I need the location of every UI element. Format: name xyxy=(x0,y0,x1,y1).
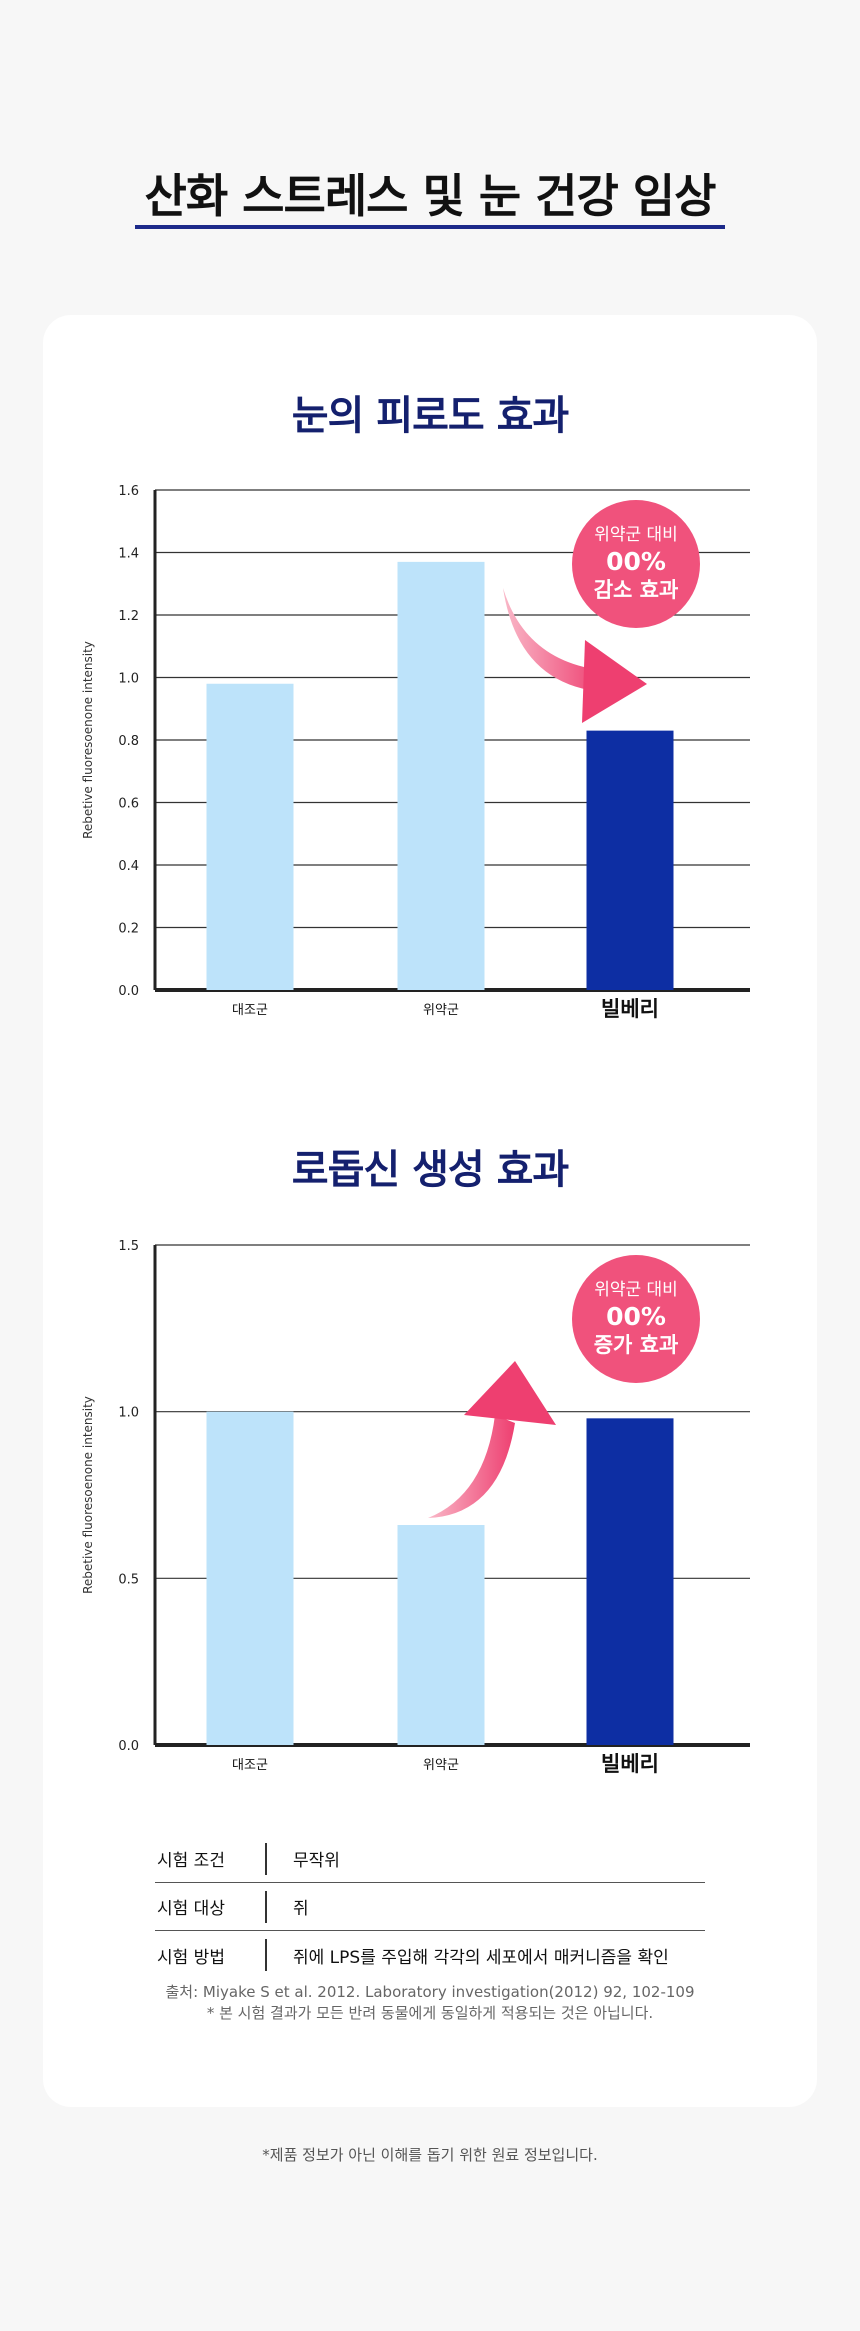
callout-line1: 위약군 대비 xyxy=(594,1280,678,1300)
y-tick-label: 0.5 xyxy=(118,1572,139,1587)
y-tick-label: 0.2 xyxy=(118,922,139,937)
bar-product xyxy=(586,1418,674,1745)
chart-eye-fatigue: 0.0 0.2 0.4 0.6 0.8 1.0 1.2 1.4 1.6 Rebetive fluo… xyxy=(81,484,750,1021)
table-row: 시험 방법 쥐에 LPS를 주입해 각각의 세포에서 매커니즘을 확인 xyxy=(155,1931,705,1979)
chart-rhodopsin: 0.0 0.5 1.0 1.5 Rebetive fluoresoenone inten… xyxy=(81,1239,750,1776)
table-divider xyxy=(265,1891,267,1923)
bar-placebo xyxy=(397,1525,485,1745)
x-category-label: 위약군 xyxy=(423,1003,459,1018)
table-divider xyxy=(265,1843,267,1875)
test-info-table: 시험 조건 무작위 시험 대상 쥐 시험 방법 쥐에 LPS를 주입해 각각의 … xyxy=(155,1835,705,1979)
callout-line3: 감소 효과 xyxy=(593,578,679,602)
callout-percent: 00% xyxy=(606,1302,666,1331)
table-label: 시험 조건 xyxy=(157,1851,225,1871)
callout-line1: 위약군 대비 xyxy=(594,525,678,545)
y-tick-label: 0.4 xyxy=(118,859,139,874)
callout-percent: 00% xyxy=(606,547,666,576)
callout-badge-decrease: 위약군 대비 00% 감소 효과 xyxy=(572,500,700,628)
table-label: 시험 대상 xyxy=(157,1899,225,1919)
page-title: 산화 스트레스 및 눈 건강 임상 xyxy=(144,169,717,223)
trend-arrow-head xyxy=(464,1361,556,1425)
x-category-label: 빌베리 xyxy=(601,997,659,1021)
trend-arrow-head xyxy=(582,640,647,723)
y-tick-label: 0.0 xyxy=(118,984,139,999)
y-tick-label: 0.6 xyxy=(118,797,139,812)
table-row: 시험 조건 무작위 xyxy=(155,1835,705,1883)
y-tick-label: 1.5 xyxy=(118,1239,139,1254)
y-tick-label: 1.6 xyxy=(118,484,139,499)
y-tick-label: 0.0 xyxy=(118,1739,139,1754)
table-value: 쥐에 LPS를 주입해 각각의 세포에서 매커니즘을 확인 xyxy=(293,1947,669,1968)
trend-arrow-body xyxy=(503,588,604,692)
source-disclaimer: * 본 시험 결과가 모든 반려 동물에게 동일하게 적용되는 것은 아닙니다. xyxy=(206,2004,654,2022)
x-category-label: 위약군 xyxy=(423,1758,459,1773)
y-axis-label: Rebetive fluoresoenone intensity xyxy=(81,641,95,839)
bar-placebo xyxy=(397,561,485,990)
table-value: 무작위 xyxy=(293,1851,340,1871)
x-category-label: 대조군 xyxy=(232,1003,268,1018)
table-row: 시험 대상 쥐 xyxy=(155,1883,705,1931)
chart-title-eye-fatigue: 눈의 피로도 효과 xyxy=(291,393,569,439)
y-tick-label: 1.0 xyxy=(118,1406,139,1421)
table-value: 쥐 xyxy=(293,1899,309,1919)
trend-arrow-body xyxy=(428,1415,515,1518)
bar-control xyxy=(206,1411,294,1745)
title-underline xyxy=(135,225,725,229)
table-label: 시험 방법 xyxy=(157,1947,225,1968)
x-category-label: 빌베리 xyxy=(601,1752,659,1776)
bar-control xyxy=(206,683,294,990)
source-note: 출처: Miyake S et al. 2012. Laboratory inv… xyxy=(0,1982,860,2024)
callout-line3: 증가 효과 xyxy=(593,1333,679,1357)
y-tick-label: 0.8 xyxy=(118,734,139,749)
y-tick-label: 1.4 xyxy=(118,547,139,562)
callout-badge-increase: 위약군 대비 00% 증가 효과 xyxy=(572,1255,700,1383)
bar-product xyxy=(586,730,674,990)
x-category-label: 대조군 xyxy=(232,1758,268,1773)
table-divider xyxy=(265,1939,267,1971)
source-citation: 출처: Miyake S et al. 2012. Laboratory inv… xyxy=(165,1983,695,2001)
y-axis-label: Rebetive fluoresoenone intensity xyxy=(81,1396,95,1594)
y-tick-label: 1.0 xyxy=(118,672,139,687)
y-tick-label: 1.2 xyxy=(118,609,139,624)
footnote: *제품 정보가 아닌 이해를 돕기 위한 원료 정보입니다. xyxy=(262,2146,598,2164)
chart-title-rhodopsin: 로돕신 생성 효과 xyxy=(291,1147,569,1193)
